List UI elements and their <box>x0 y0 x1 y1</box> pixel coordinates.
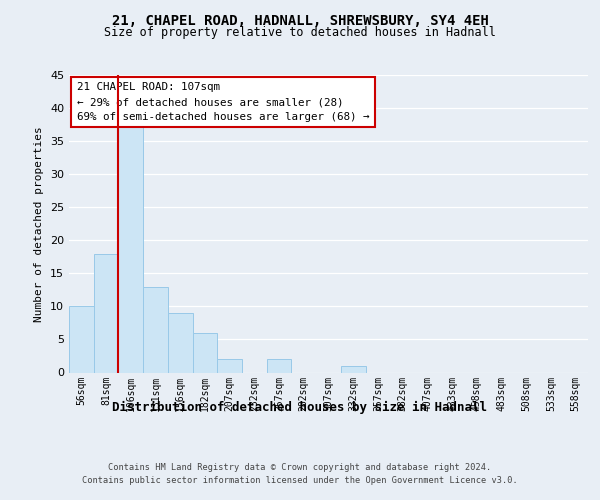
Bar <box>118 122 143 372</box>
Text: Distribution of detached houses by size in Hadnall: Distribution of detached houses by size … <box>113 401 487 414</box>
Bar <box>267 360 292 372</box>
Text: 21, CHAPEL ROAD, HADNALL, SHREWSBURY, SY4 4EH: 21, CHAPEL ROAD, HADNALL, SHREWSBURY, SY… <box>112 14 488 28</box>
Text: Size of property relative to detached houses in Hadnall: Size of property relative to detached ho… <box>104 26 496 39</box>
Text: Contains HM Land Registry data © Crown copyright and database right 2024.: Contains HM Land Registry data © Crown c… <box>109 462 491 471</box>
Bar <box>217 360 242 372</box>
Bar <box>69 306 94 372</box>
Bar <box>94 254 118 372</box>
Bar <box>341 366 365 372</box>
Bar <box>193 333 217 372</box>
Bar <box>143 286 168 372</box>
Bar <box>168 313 193 372</box>
Text: Contains public sector information licensed under the Open Government Licence v3: Contains public sector information licen… <box>82 476 518 485</box>
Y-axis label: Number of detached properties: Number of detached properties <box>34 126 44 322</box>
Text: 21 CHAPEL ROAD: 107sqm
← 29% of detached houses are smaller (28)
69% of semi-det: 21 CHAPEL ROAD: 107sqm ← 29% of detached… <box>77 82 369 122</box>
